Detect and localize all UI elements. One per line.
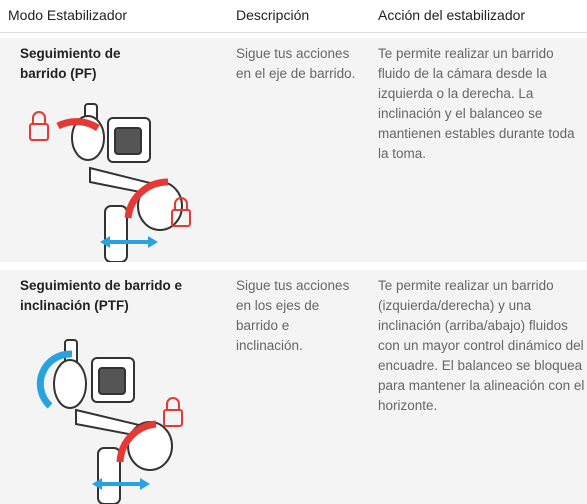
description: Sigue tus acciones en los ejes de barrid… (236, 278, 350, 353)
description: Sigue tus acciones en el eje de barrido. (236, 46, 356, 81)
header: Descripción (236, 7, 310, 23)
header: Modo Estabilizador (8, 7, 128, 23)
header: Acción del estabilizador (378, 7, 526, 23)
mode-name: Seguimiento de barrido e inclinación (PT… (20, 278, 183, 313)
action: Te permite realizar un barrido fluido de… (378, 46, 575, 161)
gimbal-illustration (36, 339, 183, 504)
mode-name: Seguimiento de barrido (PF) (20, 46, 121, 81)
divider (0, 32, 587, 33)
gimbal-illustration (29, 103, 191, 262)
action: Te permite realizar un barrido (izquierd… (378, 278, 585, 413)
table-row: Seguimiento de barrido e inclinación (PT… (0, 270, 587, 504)
table-row: Seguimiento de barrido (PF) Sigue tus ac… (0, 38, 587, 262)
